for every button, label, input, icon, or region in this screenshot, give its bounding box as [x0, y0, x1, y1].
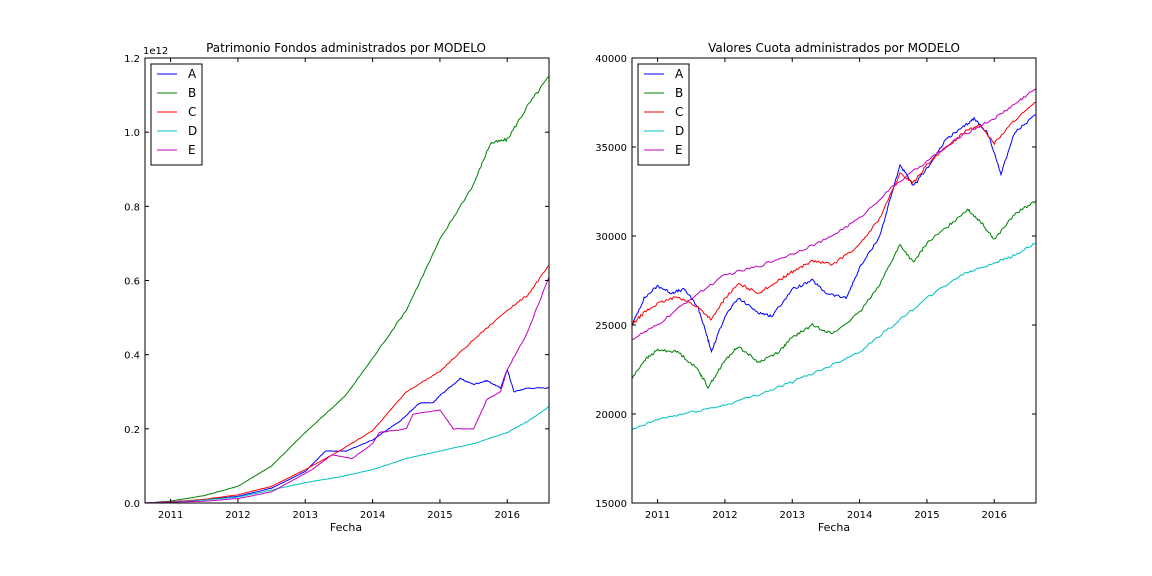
- legend-box: [637, 63, 690, 166]
- y-tick-label: 40000: [595, 54, 627, 65]
- legend-label-E: E: [675, 143, 683, 157]
- x-axis-label: Fecha: [818, 521, 850, 534]
- series-line-A: [632, 114, 1036, 354]
- axes-frame: [631, 57, 1037, 504]
- y-tick-label: 35000: [595, 143, 627, 154]
- legend-label-B: B: [188, 86, 196, 100]
- series-line-D: [145, 406, 549, 503]
- series-line-E: [632, 87, 1036, 340]
- series-lines: [145, 76, 549, 503]
- plot-area: 2011 2012 2013 2014 2015 2016 15000 20000 25000 3…: [595, 54, 1037, 521]
- series-lines: [632, 87, 1036, 431]
- x-tick-label: 2014: [360, 510, 385, 521]
- x-axis-label: Fecha: [330, 521, 362, 534]
- x-tick-label: 2011: [158, 510, 183, 521]
- x-tick-label: 2011: [645, 510, 670, 521]
- y-tick-label: 15000: [595, 499, 627, 510]
- x-tick-label: 2016: [495, 510, 520, 521]
- y-tick-label: 30000: [595, 232, 627, 243]
- x-tick-label: 2013: [780, 510, 805, 521]
- series-line-B: [632, 200, 1036, 390]
- y-tick-label: 1.2: [124, 54, 140, 65]
- series-line-D: [632, 242, 1036, 431]
- series-line-C: [632, 102, 1036, 326]
- chart-patrimonio: Patrimonio Fondos administrados por MODE…: [124, 41, 550, 534]
- chart-title: Patrimonio Fondos administrados por MODE…: [206, 41, 486, 55]
- series-line-C: [145, 265, 549, 503]
- legend-label-D: D: [675, 124, 684, 138]
- legend-box: [150, 63, 203, 166]
- legend-label-C: C: [188, 105, 196, 119]
- x-tick-label: 2012: [712, 510, 737, 521]
- x-tick-label: 2014: [847, 510, 872, 521]
- y-tick-label: 0.6: [124, 277, 140, 288]
- legend-label-A: A: [675, 67, 684, 81]
- y-offset-label: 1e12: [143, 46, 168, 57]
- y-tick-label: 0.8: [124, 202, 140, 213]
- plot-area: 2011 2012 2013 2014 2015 2016 0.0 0.2 0.4 0.6 0.8 1…: [124, 54, 550, 521]
- axes-frame: [144, 57, 550, 504]
- legend-label-D: D: [188, 124, 197, 138]
- legend-label-A: A: [188, 67, 197, 81]
- y-tick-label: 0.0: [124, 499, 140, 510]
- legend-label-C: C: [675, 105, 683, 119]
- series-line-B: [145, 76, 549, 503]
- series-line-E: [145, 276, 549, 503]
- series-line-A: [145, 368, 549, 503]
- x-tick-label: 2013: [293, 510, 318, 521]
- legend-label-E: E: [188, 143, 196, 157]
- x-tick-label: 2016: [982, 510, 1007, 521]
- x-tick-label: 2012: [225, 510, 250, 521]
- y-tick-label: 20000: [595, 410, 627, 421]
- x-tick-label: 2015: [427, 510, 452, 521]
- x-tick-label: 2015: [914, 510, 939, 521]
- legend-label-B: B: [675, 86, 683, 100]
- y-tick-label: 1.0: [124, 128, 140, 139]
- y-tick-label: 25000: [595, 321, 627, 332]
- y-tick-label: 0.2: [124, 425, 140, 436]
- y-tick-label: 0.4: [124, 351, 140, 362]
- chart-title: Valores Cuota administrados por MODELO: [708, 41, 960, 55]
- chart-valores-cuota: Valores Cuota administrados por MODELO F…: [595, 41, 1037, 534]
